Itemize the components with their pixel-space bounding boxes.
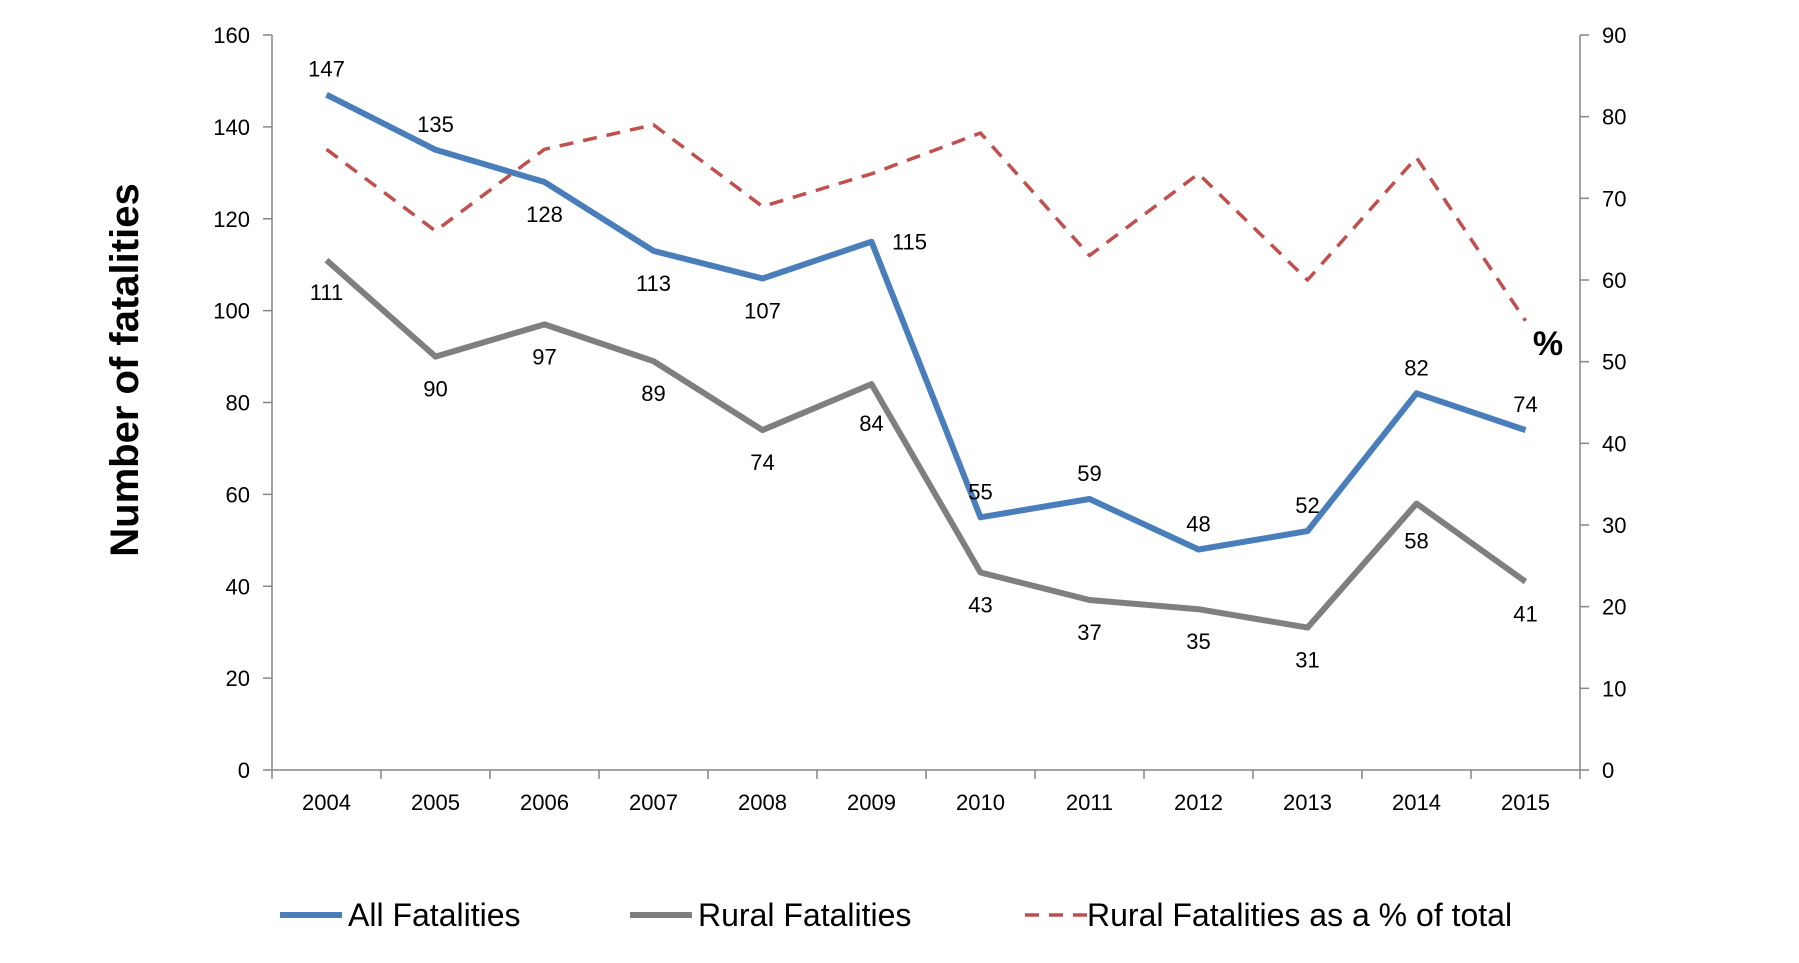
data-label: 43 [968, 592, 992, 617]
y-tick-label: 60 [226, 482, 250, 507]
y2-tick-label: 30 [1602, 513, 1626, 538]
data-label: 84 [859, 411, 883, 436]
series-line-1 [325, 92, 1527, 553]
axes: 0 20 40 60 80 100 120 140 160 0 10 20 30 40 50 60 70 80 90… [213, 23, 1626, 815]
y2-tick-label: 90 [1602, 23, 1626, 48]
legend: All Fatalities Rural Fatalities Rural Fata… [280, 897, 1512, 933]
x-tick-label: 2013 [1283, 790, 1332, 815]
x-tick-label: 2006 [520, 790, 569, 815]
data-label: 74 [1513, 392, 1537, 417]
data-label: 35 [1186, 629, 1210, 654]
data-label: 58 [1404, 529, 1428, 554]
data-label: 82 [1404, 355, 1428, 380]
x-tick-label: 2004 [302, 790, 351, 815]
data-label: 55 [968, 479, 992, 504]
y2-tick-label: 0 [1602, 758, 1614, 783]
x-tick-label: 2015 [1501, 790, 1550, 815]
y-tick-label: 120 [213, 207, 250, 232]
x-tick-label: 2012 [1174, 790, 1223, 815]
y2-tick-label: 50 [1602, 350, 1626, 375]
data-label: 89 [641, 381, 665, 406]
series-line-2 [324, 257, 1528, 631]
y-tick-label: 40 [226, 574, 250, 599]
x-tick-label: 2009 [847, 790, 896, 815]
legend-label-3: Rural Fatalities as a % of total [1087, 897, 1512, 933]
x-tick-label: 2005 [411, 790, 460, 815]
y-axis-title: Number of fatalities [103, 183, 147, 556]
data-label: 74 [750, 450, 774, 475]
data-label: 48 [1186, 512, 1210, 537]
x-tick-label: 2014 [1392, 790, 1441, 815]
data-label: 113 [636, 271, 671, 296]
y-tick-label: 100 [213, 299, 250, 324]
data-label: 147 [308, 57, 345, 82]
y2-tick-label: 20 [1602, 595, 1626, 620]
y2-tick-label: 40 [1602, 431, 1626, 456]
y2-tick-label: 60 [1602, 268, 1626, 293]
data-label: 107 [744, 298, 781, 323]
series-lines [324, 92, 1528, 631]
y-tick-label: 0 [238, 758, 250, 783]
y2-tick-label: 10 [1602, 676, 1626, 701]
data-label: 59 [1077, 461, 1101, 486]
y2-tick-label: 80 [1602, 105, 1626, 130]
x-tick-label: 2011 [1066, 790, 1113, 815]
data-label: 135 [417, 112, 454, 137]
y-tick-label: 140 [213, 115, 250, 140]
data-label: 97 [532, 344, 556, 369]
y2-tick-label: 70 [1602, 186, 1626, 211]
data-label: 31 [1295, 648, 1319, 673]
series-line-3 [325, 123, 1527, 322]
data-label: 111 [310, 280, 343, 305]
y-tick-label: 160 [213, 23, 250, 48]
x-tick-label: 2008 [738, 790, 787, 815]
y-tick-label: 20 [226, 666, 250, 691]
legend-label-1: All Fatalities [348, 897, 521, 933]
data-label: 128 [526, 202, 563, 227]
data-label: 115 [892, 230, 927, 255]
x-tick-label: 2007 [629, 790, 678, 815]
data-label: 41 [1513, 602, 1537, 627]
data-labels: 147 135 128 113 107 115 55 59 48 52 82 74 111 90 97 89 7… [308, 57, 1538, 673]
data-label: 52 [1295, 493, 1319, 518]
legend-label-2: Rural Fatalities [698, 897, 911, 933]
x-tick-label: 2010 [956, 790, 1005, 815]
y-tick-label: 80 [226, 391, 250, 416]
y2-axis-title: % [1533, 325, 1563, 363]
data-label: 37 [1077, 620, 1101, 645]
data-label: 90 [423, 377, 447, 402]
